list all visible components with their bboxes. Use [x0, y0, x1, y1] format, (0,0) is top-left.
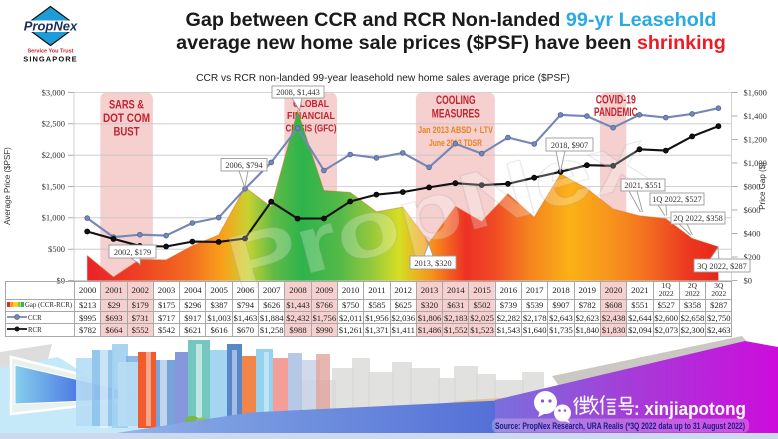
- svg-text:Source: PropNex Research, URA: Source: PropNex Research, URA Realis (*3…: [495, 421, 745, 431]
- svg-text:1Q 2022, $527: 1Q 2022, $527: [652, 195, 702, 204]
- svg-text:Service You Trust: Service You Trust: [28, 49, 74, 55]
- svg-text:$400: $400: [744, 228, 761, 238]
- svg-text:3Q 2022, $287: 3Q 2022, $287: [697, 262, 747, 271]
- svg-text:$0: $0: [57, 275, 66, 285]
- svg-text:$500: $500: [48, 244, 65, 254]
- svg-text:Price Gap ($): Price Gap ($): [758, 162, 767, 210]
- svg-text:DOT COM: DOT COM: [103, 111, 150, 125]
- svg-text:$600: $600: [744, 205, 761, 215]
- svg-text:BUST: BUST: [114, 125, 141, 139]
- svg-text:MEASURES: MEASURES: [432, 107, 480, 121]
- svg-text:$1,000: $1,000: [42, 213, 65, 223]
- svg-text:Jan 2013 ABSD + LTV: Jan 2013 ABSD + LTV: [418, 125, 493, 135]
- svg-text:2013, $320: 2013, $320: [414, 259, 451, 268]
- svg-text:$1,600: $1,600: [744, 87, 767, 97]
- svg-text:2018, $907: 2018, $907: [551, 141, 588, 150]
- svg-text:$1,200: $1,200: [744, 134, 767, 144]
- svg-text:$2,000: $2,000: [42, 150, 65, 160]
- svg-text:$2,500: $2,500: [42, 119, 65, 129]
- svg-text:$3,000: $3,000: [42, 87, 65, 97]
- svg-text:COVID-19: COVID-19: [596, 95, 636, 107]
- svg-text:COOLING: COOLING: [436, 93, 476, 107]
- svg-text:2Q 2022, $358: 2Q 2022, $358: [673, 214, 723, 223]
- svg-text:2008, $1,443: 2008, $1,443: [276, 88, 320, 97]
- svg-text:$1,400: $1,400: [744, 111, 767, 121]
- svg-text:FINANCIAL: FINANCIAL: [287, 110, 335, 122]
- svg-text:SARS &: SARS &: [109, 98, 144, 112]
- svg-text:2021, $551: 2021, $551: [624, 181, 661, 190]
- svg-text:$0: $0: [744, 275, 753, 285]
- svg-text:2006, $794: 2006, $794: [225, 161, 263, 170]
- svg-text:$800: $800: [744, 181, 761, 191]
- svg-text:2002, $179: 2002, $179: [114, 248, 151, 257]
- svg-text:$1,500: $1,500: [42, 181, 65, 191]
- svg-text:Average Price ($PSF): Average Price ($PSF): [3, 147, 12, 225]
- svg-text:GLOBAL: GLOBAL: [293, 98, 329, 110]
- svg-text:: xinjiapotong: : xinjiapotong: [634, 398, 746, 419]
- svg-text:PropNex: PropNex: [24, 19, 78, 34]
- svg-text:PANDEMIC: PANDEMIC: [594, 107, 638, 119]
- svg-text:SINGAPORE: SINGAPORE: [23, 55, 77, 64]
- svg-text:$1,000: $1,000: [744, 158, 767, 168]
- svg-text:$200: $200: [744, 252, 761, 262]
